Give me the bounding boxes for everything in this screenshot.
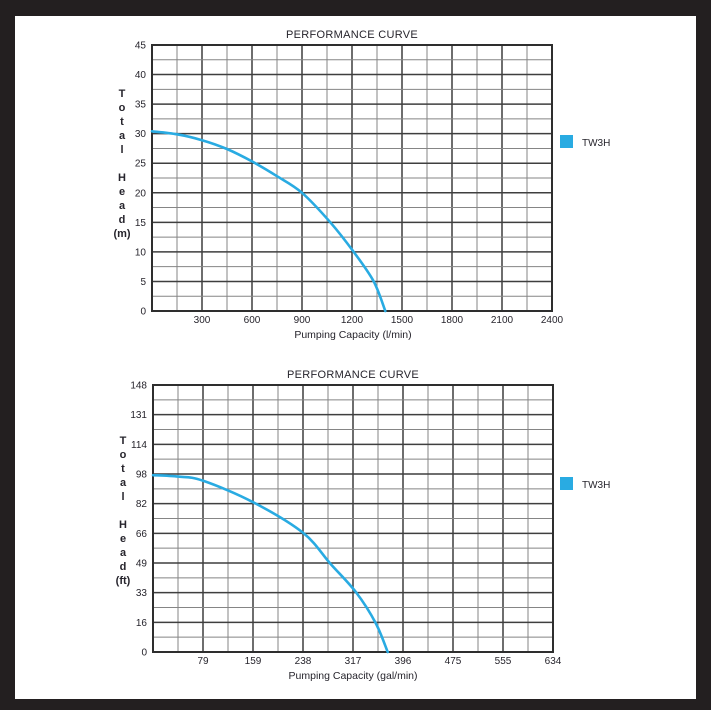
legend: TW3H bbox=[560, 135, 610, 149]
y-tick-label: 0 bbox=[140, 307, 146, 318]
plot-border bbox=[152, 384, 554, 653]
y-axis-title-letter: e bbox=[120, 533, 126, 545]
pump-curve-tw3h bbox=[150, 130, 387, 313]
x-axis-title: Pumping Capacity (gal/min) bbox=[289, 670, 418, 682]
x-tick-label: 79 bbox=[197, 656, 209, 667]
y-axis-title-letter: a bbox=[120, 547, 127, 559]
y-axis-title-letter: t bbox=[120, 116, 124, 128]
y-axis-title-letter: a bbox=[119, 130, 126, 142]
y-tick-label: 16 bbox=[136, 618, 148, 629]
legend-swatch-icon bbox=[560, 477, 573, 490]
pump-curve-tw3h bbox=[151, 473, 389, 654]
legend-swatch-icon bbox=[560, 135, 573, 148]
x-axis-title: Pumping Capacity (l/min) bbox=[294, 329, 411, 341]
y-tick-label: 148 bbox=[130, 381, 147, 392]
content-panel: PERFORMANCE CURVE 300 600 900 1200 1500 1800 21… bbox=[15, 16, 696, 699]
y-axis-title-letter: H bbox=[118, 172, 126, 184]
y-axis-title-letter: T bbox=[120, 435, 127, 447]
chart-title: PERFORMANCE CURVE bbox=[287, 369, 419, 381]
y-tick-label: 98 bbox=[136, 470, 148, 481]
y-axis-title-letter: o bbox=[120, 449, 127, 461]
x-tick-label: 2100 bbox=[491, 315, 514, 326]
x-tick-label: 1800 bbox=[441, 315, 464, 326]
y-axis-title-letter: (m) bbox=[113, 228, 130, 240]
x-tick-label: 159 bbox=[245, 656, 262, 667]
grid bbox=[152, 45, 552, 311]
y-tick-label: 82 bbox=[136, 499, 148, 510]
x-axis-ticks: 300 600 900 1200 1500 1800 2100 2400 bbox=[194, 315, 564, 326]
x-tick-label: 300 bbox=[194, 315, 211, 326]
y-axis-title-letter: l bbox=[121, 491, 124, 503]
y-axis-title-letter: (ft) bbox=[116, 575, 131, 587]
x-tick-label: 1200 bbox=[341, 315, 364, 326]
y-tick-label: 114 bbox=[131, 440, 147, 451]
y-axis-title-letter: T bbox=[119, 88, 126, 100]
x-tick-label: 2400 bbox=[541, 315, 564, 326]
legend-label: TW3H bbox=[582, 480, 610, 491]
y-axis-title-letter: l bbox=[120, 144, 123, 156]
y-axis-title-letter: a bbox=[119, 200, 126, 212]
plot-border bbox=[151, 44, 553, 312]
y-axis-ticks: 0 16 33 49 66 82 98 114 131 148 bbox=[130, 381, 147, 659]
x-tick-label: 555 bbox=[495, 656, 512, 667]
y-axis-title-letter: o bbox=[119, 102, 126, 114]
y-tick-label: 0 bbox=[141, 648, 147, 659]
x-tick-label: 600 bbox=[244, 315, 261, 326]
grid bbox=[153, 385, 553, 652]
x-tick-label: 900 bbox=[294, 315, 311, 326]
y-tick-label: 33 bbox=[136, 588, 148, 599]
y-tick-label: 35 bbox=[135, 100, 147, 111]
y-axis-title-letter: d bbox=[119, 214, 126, 226]
y-tick-label: 5 bbox=[140, 277, 146, 288]
y-tick-label: 15 bbox=[135, 218, 147, 229]
legend: TW3H bbox=[560, 477, 610, 491]
y-axis-title-letter: t bbox=[121, 463, 125, 475]
x-tick-label: 238 bbox=[295, 656, 312, 667]
y-tick-label: 66 bbox=[136, 529, 148, 540]
y-tick-label: 40 bbox=[135, 70, 147, 81]
y-tick-label: 45 bbox=[135, 41, 147, 52]
x-tick-label: 475 bbox=[445, 656, 462, 667]
y-axis-title-letter: a bbox=[120, 477, 127, 489]
x-tick-label: 317 bbox=[345, 656, 362, 667]
y-tick-label: 131 bbox=[130, 410, 147, 421]
y-axis-ticks: 0 5 10 15 20 25 30 35 40 45 bbox=[135, 41, 147, 318]
y-tick-label: 30 bbox=[135, 129, 147, 140]
y-axis-title-letter: d bbox=[120, 561, 127, 573]
x-axis-ticks: 79 159 238 317 396 475 555 634 bbox=[197, 656, 561, 667]
y-tick-label: 20 bbox=[135, 188, 147, 199]
x-tick-label: 396 bbox=[395, 656, 412, 667]
y-tick-label: 10 bbox=[135, 247, 147, 258]
x-tick-label: 1500 bbox=[391, 315, 414, 326]
legend-label: TW3H bbox=[582, 138, 610, 149]
y-tick-label: 25 bbox=[135, 159, 147, 170]
y-axis-title-letter: H bbox=[119, 519, 127, 531]
chart-title: PERFORMANCE CURVE bbox=[286, 29, 418, 41]
y-axis-title-letter: e bbox=[119, 186, 125, 198]
performance-chart-imperial: PERFORMANCE CURVE 79 159 238 317 396 475 555 634… bbox=[116, 369, 611, 682]
y-tick-label: 49 bbox=[136, 559, 148, 570]
x-tick-label: 634 bbox=[545, 656, 562, 667]
